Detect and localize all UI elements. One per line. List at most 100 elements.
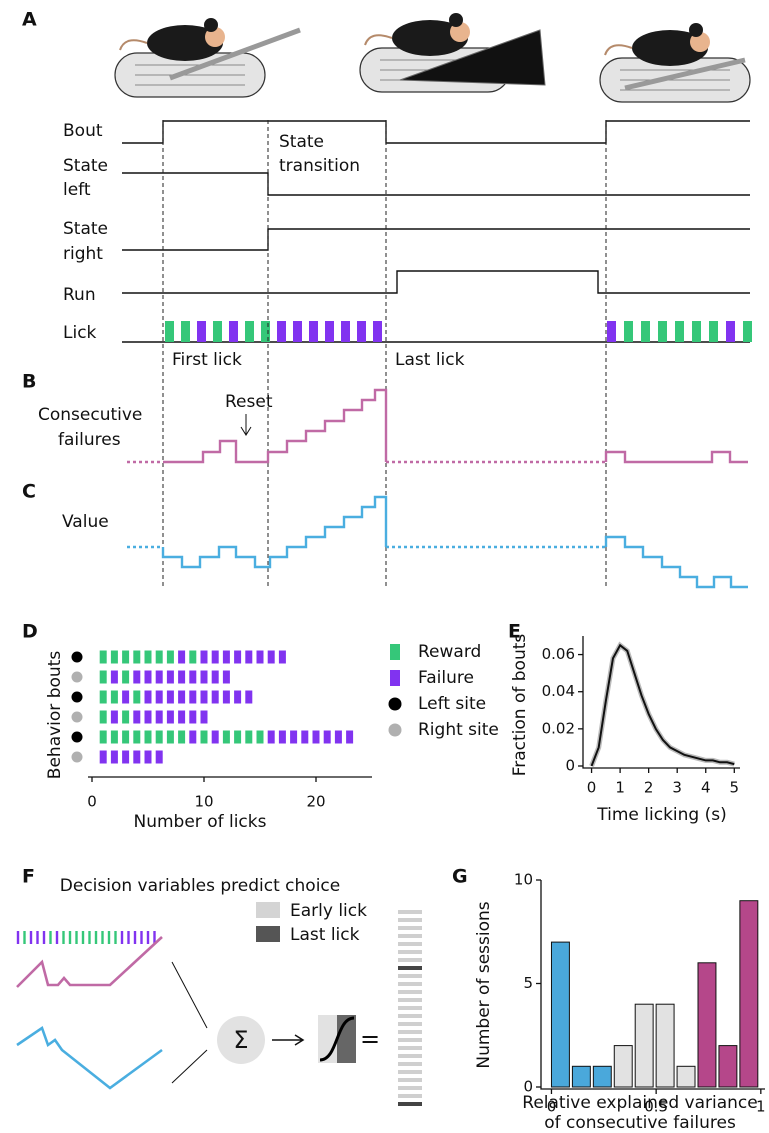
lick-square [267,730,275,744]
lick-square [144,710,152,724]
lick-square [293,321,302,342]
arrow [272,1034,305,1046]
illustration [399,29,546,86]
y-tick-label: 0 [523,1078,533,1096]
lick-square [99,710,107,724]
lick-square [189,710,197,724]
lick-square [122,670,130,684]
lick-square [334,730,342,744]
lick-square [309,321,318,342]
x-label: Relative explained variance [522,1093,757,1113]
lick-square [99,730,107,744]
panel-title: Decision variables predict choice [60,876,340,896]
panel-label: B [22,371,36,393]
x-tick-label: 0 [547,1098,557,1116]
lick-square [122,690,130,704]
lick-square [155,670,163,684]
lick-square [155,750,163,764]
bar [571,1065,591,1088]
lick-square [99,750,107,764]
panel-b: B Consecutive failures Reset [22,371,748,464]
choice-stripe [398,1086,422,1090]
bout-trace [122,120,750,144]
lick-square [211,730,219,744]
lick-square [325,321,334,342]
lick-square [122,750,130,764]
bar [592,1065,612,1088]
annotation: Last lick [395,350,465,370]
legend-swatch [256,902,280,918]
choice-stripe [398,926,422,930]
legend-label: Left site [418,694,486,714]
lick-square [261,321,270,342]
lick-square [122,730,130,744]
lick-square [200,710,208,724]
lick-square [133,670,141,684]
lick-square [166,670,174,684]
trace-label: right [63,244,103,264]
x-tick-label: 1 [756,1098,766,1116]
lick-square [301,730,309,744]
annotation: Reset [225,392,273,412]
lick-square [211,690,219,704]
illustration [169,27,301,81]
failures-trace [16,936,163,988]
choice-stripe [398,942,422,946]
lick-square [197,321,206,342]
lick-square [357,321,366,342]
bar [550,941,570,1088]
lick-square [341,321,350,342]
lick-square [726,321,735,342]
lick-square [133,710,141,724]
lick-square [166,730,174,744]
lick-train [165,321,752,342]
lick-square [144,670,152,684]
x-tick-label: 4 [701,779,711,797]
bar [655,1003,675,1088]
lick-square [211,670,219,684]
lick-square [222,670,230,684]
value-trace [161,495,388,569]
line [590,643,735,767]
trace-label: Lick [63,323,97,343]
sigmoid [319,1016,355,1062]
state-left-trace [122,172,750,196]
value-trace [16,1025,163,1090]
lick-square [624,321,633,342]
annotation: First lick [172,350,242,370]
lick-square [312,730,320,744]
legend-label: Reward [418,642,481,662]
trace-label: State [63,219,108,239]
y-tick-label: 0.04 [542,682,575,700]
lick-square [166,710,174,724]
bar [676,1065,696,1088]
lick-square [99,690,107,704]
y-label: Number of sessions [474,901,494,1068]
choice-stripe [398,966,422,970]
lick-square [181,321,190,342]
lick-square [229,321,238,342]
lick-square [277,321,286,342]
lick-square [165,321,174,342]
choice-stripe [398,1006,422,1010]
choice-stripe [398,1038,422,1042]
lick-square [200,650,208,664]
site-dot [71,651,83,663]
legend-label: Failure [418,668,474,688]
lick-train [16,931,156,944]
lick-square [133,750,141,764]
legend-swatch [388,697,402,711]
lick-square [155,690,163,704]
lick-square [155,650,163,664]
illustration [114,17,266,98]
connector [171,1049,208,1084]
lick-square [133,730,141,744]
x-tick-label: 0.5 [644,1098,668,1116]
lick-square [178,710,186,724]
lick-square [709,321,718,342]
run-trace [122,270,750,294]
annotation: transition [279,156,360,176]
site-dot [71,751,83,763]
lick-square [155,730,163,744]
site-dot [71,691,83,703]
